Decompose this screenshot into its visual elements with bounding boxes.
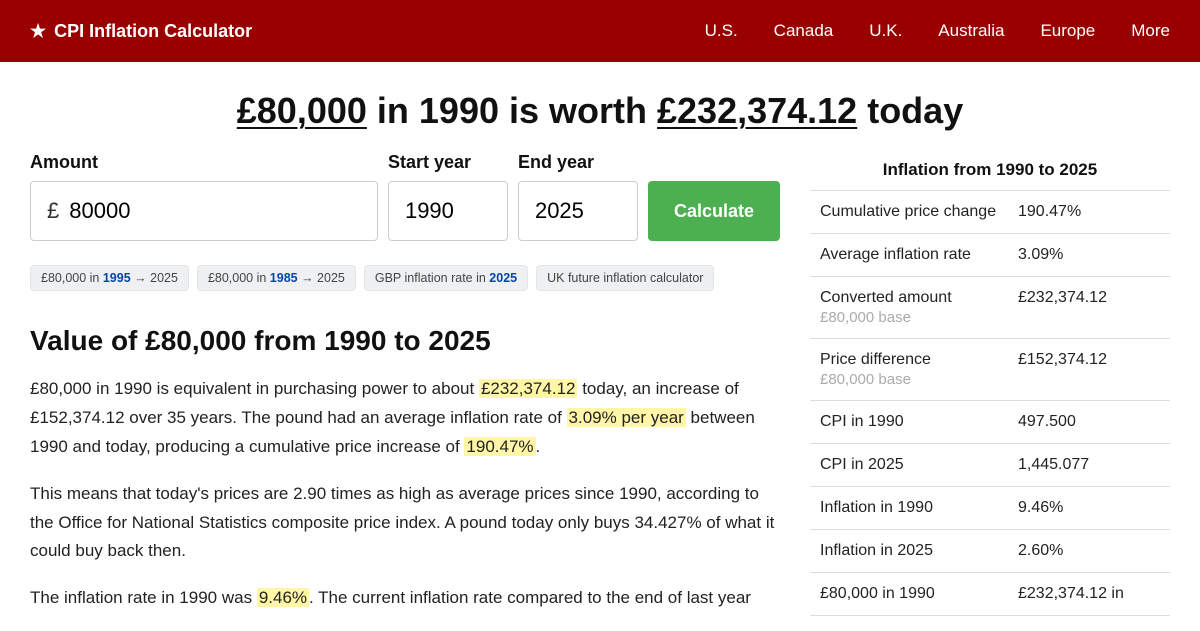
stat-label: Price difference£80,000 base: [810, 339, 1008, 401]
highlight-rate: 3.09% per year: [567, 408, 686, 427]
stat-value: £152,374.12: [1008, 339, 1170, 401]
table-row: Inflation in 19909.46%: [810, 487, 1170, 530]
table-row: Cumulative price change190.47%: [810, 191, 1170, 234]
nav-us[interactable]: U.S.: [705, 21, 738, 41]
start-year-label: Start year: [388, 152, 508, 173]
table-row: Inflation in 20252.60%: [810, 530, 1170, 573]
start-year-input[interactable]: [388, 181, 508, 241]
stat-value: 497.500: [1008, 401, 1170, 444]
stat-label: Inflation in 2025: [810, 530, 1008, 573]
amount-input[interactable]: [69, 198, 361, 224]
nav-australia[interactable]: Australia: [938, 21, 1004, 41]
stat-label: Inflation in 1990: [810, 487, 1008, 530]
headline-tail: today: [857, 90, 963, 131]
stat-value: 1,445.077: [1008, 444, 1170, 487]
table-row: Average inflation rate3.09%: [810, 234, 1170, 277]
stat-label: Converted amount£80,000 base: [810, 277, 1008, 339]
calculate-button[interactable]: Calculate: [648, 181, 780, 241]
section-title: Value of £80,000 from 1990 to 2025: [30, 325, 780, 357]
end-year-label: End year: [518, 152, 638, 173]
end-year-input[interactable]: [518, 181, 638, 241]
chip-1985[interactable]: £80,000 in 1985 → 2025: [197, 265, 356, 291]
stat-value: 3.09%: [1008, 234, 1170, 277]
nav-more[interactable]: More: [1131, 21, 1170, 41]
table-row: CPI in 20251,445.077: [810, 444, 1170, 487]
nav-europe[interactable]: Europe: [1040, 21, 1095, 41]
sidebar-title: Inflation from 1990 to 2025: [810, 152, 1170, 190]
stat-label: £80,000 in 1990: [810, 573, 1008, 616]
stat-label: CPI in 1990: [810, 401, 1008, 444]
stat-label: Cumulative price change: [810, 191, 1008, 234]
stat-value: 190.47%: [1008, 191, 1170, 234]
headline-value: £232,374.12: [657, 90, 857, 131]
headline-amount: £80,000: [237, 90, 367, 131]
sidebar: Inflation from 1990 to 2025 Cumulative p…: [810, 152, 1170, 631]
chip-future[interactable]: UK future inflation calculator: [536, 265, 714, 291]
nav-links: U.S. Canada U.K. Australia Europe More: [705, 21, 1170, 41]
table-row: Price difference£80,000 base£152,374.12: [810, 339, 1170, 401]
page-headline: £80,000 in 1990 is worth £232,374.12 tod…: [30, 90, 1170, 132]
brand[interactable]: ★ CPI Inflation Calculator: [30, 21, 252, 42]
table-row: £80,000 in 1990£232,374.12 in: [810, 573, 1170, 616]
chip-gbp-rate[interactable]: GBP inflation rate in 2025: [364, 265, 528, 291]
top-nav-bar: ★ CPI Inflation Calculator U.S. Canada U…: [0, 0, 1200, 62]
highlight-value: £232,374.12: [479, 379, 578, 398]
amount-label: Amount: [30, 152, 378, 173]
stat-value: 2.60%: [1008, 530, 1170, 573]
table-row: Converted amount£80,000 base£232,374.12: [810, 277, 1170, 339]
highlight-cumulative: 190.47%: [464, 437, 535, 456]
stat-value: 9.46%: [1008, 487, 1170, 530]
nav-canada[interactable]: Canada: [774, 21, 834, 41]
stat-sublabel: £80,000 base: [820, 309, 998, 326]
table-row: CPI in 1990497.500: [810, 401, 1170, 444]
brand-name: CPI Inflation Calculator: [54, 21, 252, 42]
stat-label: CPI in 2025: [810, 444, 1008, 487]
headline-mid: in 1990 is worth: [367, 90, 657, 131]
stat-value: £232,374.12 in: [1008, 573, 1170, 616]
body-text: £80,000 in 1990 is equivalent in purchas…: [30, 375, 780, 613]
stat-sublabel: £80,000 base: [820, 371, 998, 388]
currency-symbol: £: [47, 198, 59, 224]
amount-input-wrap[interactable]: £: [30, 181, 378, 241]
stat-value: £232,374.12: [1008, 277, 1170, 339]
calculator-form: Amount £ Start year End year Calculate: [30, 152, 780, 241]
highlight-1990-rate: 9.46%: [257, 588, 309, 607]
chip-1995[interactable]: £80,000 in 1995 → 2025: [30, 265, 189, 291]
nav-uk[interactable]: U.K.: [869, 21, 902, 41]
related-chips: £80,000 in 1995 → 2025 £80,000 in 1985 →…: [30, 265, 780, 291]
stat-label: Average inflation rate: [810, 234, 1008, 277]
stats-table: Cumulative price change190.47%Average in…: [810, 190, 1170, 616]
star-icon: ★: [30, 21, 46, 42]
